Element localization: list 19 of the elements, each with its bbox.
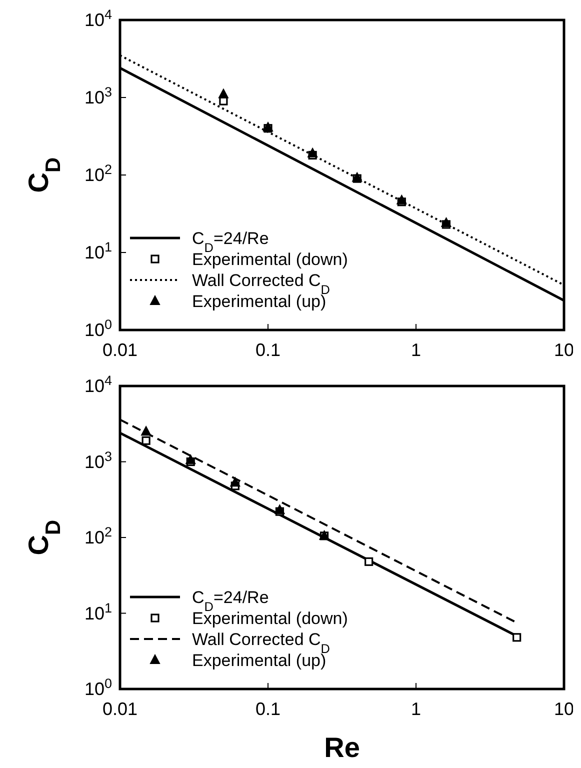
x-tick-label: 0.01	[102, 699, 138, 719]
x-tick-label: 0.01	[102, 340, 138, 360]
x-tick-label: 10	[554, 340, 574, 360]
y-tick-label: 10$^{0}$	[84, 676, 112, 699]
x-tick-label: 10	[554, 699, 574, 719]
y-tick-label: 10$^{2}$	[84, 162, 112, 185]
y-tick-label: 10$^{0}$	[84, 316, 112, 340]
x-tick-label: 0.1	[255, 699, 281, 719]
y-tick-label: 10$^{2}$	[84, 524, 112, 548]
x-tick-label: 1	[410, 699, 422, 719]
y-tick-label: 10$^{4}$	[84, 6, 112, 30]
y-tick-label: 10$^{3}$	[84, 84, 112, 108]
y-tick-label: 10$^{3}$	[84, 448, 112, 472]
x-axis-title: Re	[324, 732, 360, 763]
x-tick-label: 1	[410, 340, 422, 360]
y-tick-label: 10$^{4}$	[84, 372, 112, 396]
x-tick-label: 0.1	[255, 340, 281, 360]
y-tick-label: 10$^{1}$	[84, 239, 112, 262]
y-tick-label: 10$^{1}$	[84, 600, 112, 624]
